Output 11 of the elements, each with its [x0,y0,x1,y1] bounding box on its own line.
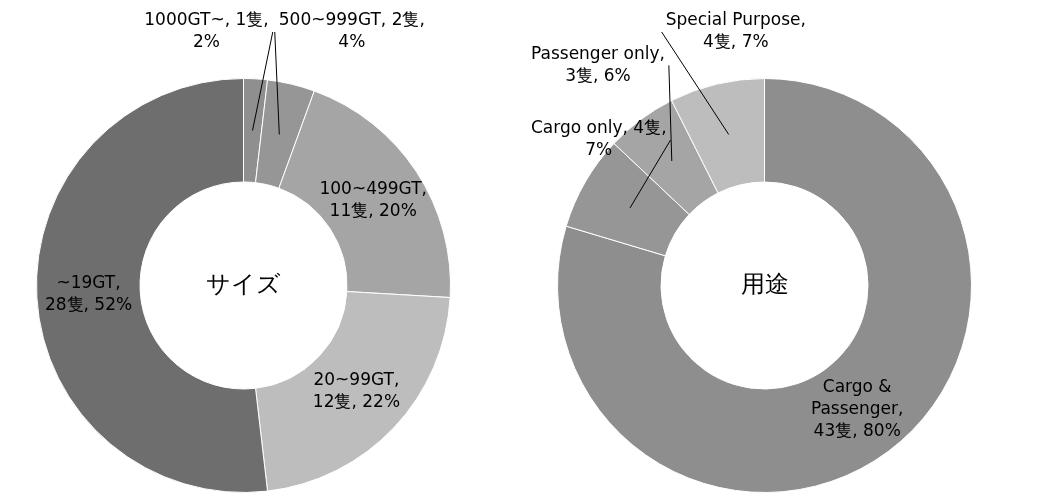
slice-label: Passenger only, 3隻, 6% [531,42,665,85]
slice-label: Special Purpose, 4隻, 7% [665,9,806,52]
slice-label: 100~499GT, 11隻, 20% [319,177,427,220]
slice-label: 1000GT~, 1隻, 2% [144,9,269,52]
slice-label: 20~99GT, 12隻, 22% [312,369,401,412]
text: 用途 [740,269,789,298]
text: サイズ [206,269,281,298]
slice-label: Cargo & Passenger, 43隻, 80% [810,376,904,441]
slice-label: ~19GT, 28隻, 52% [44,271,133,314]
slice-label: Cargo only, 4隻, 7% [531,117,667,160]
slice-label: 500~999GT, 2隻, 4% [278,9,425,52]
